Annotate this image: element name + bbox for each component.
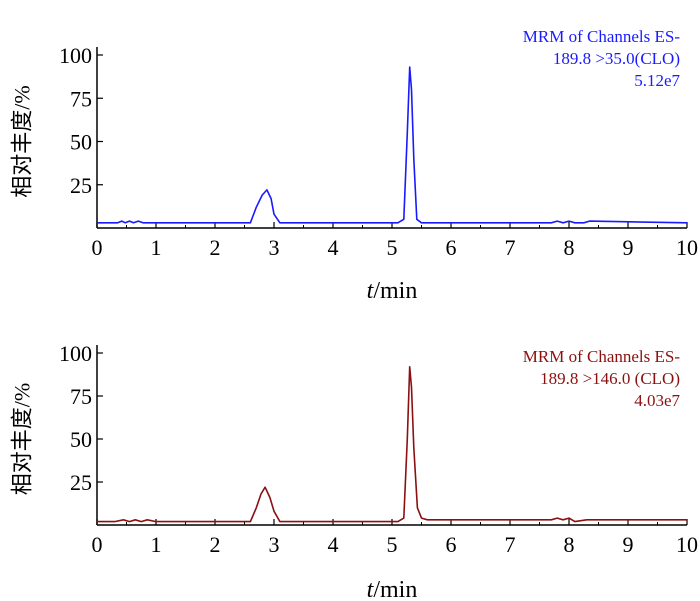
annotation-line: 5.12e7 <box>634 71 680 90</box>
x-axis-label: t/min <box>367 278 418 304</box>
x-tick-label: 5 <box>387 235 398 260</box>
y-tick-label: 100 <box>59 43 92 68</box>
chromatogram-trace <box>97 66 688 224</box>
x-tick-label: 5 <box>387 532 398 557</box>
x-tick-label: 9 <box>623 532 634 557</box>
annotation-line: MRM of Channels ES- <box>523 27 681 46</box>
y-tick-label: 75 <box>70 86 92 111</box>
x-tick-label: 6 <box>446 532 457 557</box>
x-axis-label: t/min <box>367 577 418 601</box>
x-tick-label: 7 <box>505 532 516 557</box>
x-tick-label: 10 <box>676 532 698 557</box>
chromatogram-panel-bottom: 0 1 2 3 4 5 6 7 8 9 10 25 50 75 100 t/min 相对丰度/% MRM of C… <box>10 341 699 601</box>
y-tick-label: 100 <box>59 341 92 366</box>
x-tick-label: 9 <box>623 235 634 260</box>
y-tick-label: 25 <box>70 173 92 198</box>
x-tick-label: 1 <box>151 235 162 260</box>
annotation-line: 4.03e7 <box>634 391 680 410</box>
x-tick-label: 3 <box>269 235 280 260</box>
y-axis-label: 相对丰度/% <box>10 383 35 495</box>
x-tick-label: 10 <box>676 235 698 260</box>
x-tick-label: 4 <box>328 532 339 557</box>
x-tick-label: 8 <box>564 532 575 557</box>
x-tick-label: 2 <box>210 532 221 557</box>
annotation-line: MRM of Channels ES- <box>523 347 681 366</box>
x-tick-label: 8 <box>564 235 575 260</box>
x-tick-label: 4 <box>328 235 339 260</box>
y-tick-label: 75 <box>70 384 92 409</box>
x-tick-label: 3 <box>269 532 280 557</box>
y-tick-label: 25 <box>70 470 92 495</box>
x-tick-label: 2 <box>210 235 221 260</box>
x-tick-label: 0 <box>92 235 103 260</box>
y-tick-label: 50 <box>70 427 92 452</box>
x-tick-label: 6 <box>446 235 457 260</box>
y-tick-label: 50 <box>70 130 92 155</box>
chromatogram-panel-top: 0 1 2 3 4 5 6 7 8 9 10 25 50 75 100 t/min 相对丰度/% MRM of C… <box>10 27 699 304</box>
y-axis-label: 相对丰度/% <box>10 85 35 197</box>
annotation-line: 189.8 >146.0 (CLO) <box>540 369 680 388</box>
x-tick-label: 7 <box>505 235 516 260</box>
x-tick-label: 1 <box>151 532 162 557</box>
x-tick-label: 0 <box>92 532 103 557</box>
annotation-line: 189.8 >35.0(CLO) <box>553 49 680 68</box>
chromatogram-trace <box>97 365 687 523</box>
